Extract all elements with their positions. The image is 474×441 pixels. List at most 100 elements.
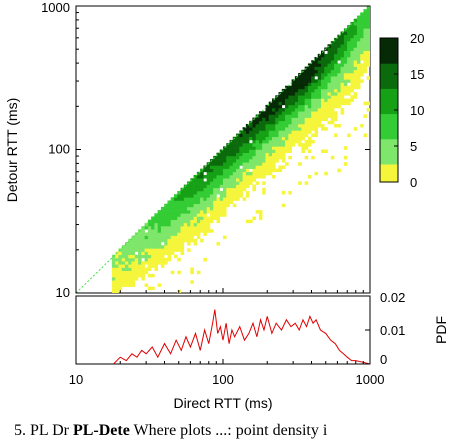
heatmap-cell	[304, 95, 309, 99]
heatmap-cell	[160, 238, 165, 243]
heatmap-cell	[229, 187, 234, 192]
heatmap-cell	[301, 133, 305, 138]
heatmap-cell	[321, 104, 325, 109]
heatmap-cell	[236, 190, 240, 195]
heatmap-cell	[219, 159, 224, 163]
heatmap-cell	[268, 162, 273, 166]
heatmap-cell	[193, 216, 198, 220]
heatmap-cell	[232, 152, 237, 157]
heatmap-cell	[223, 165, 227, 169]
heatmap-cell	[311, 76, 315, 80]
heatmap-cell	[262, 143, 266, 147]
heatmap-cell	[160, 257, 165, 262]
heatmap-cell	[314, 133, 319, 138]
heatmap-cell	[242, 168, 247, 173]
heatmap-cell	[138, 251, 142, 256]
heatmap-cell	[164, 232, 168, 236]
heatmap-cell	[314, 108, 319, 112]
heatmap-cell	[144, 251, 149, 256]
heatmap-cell	[262, 152, 266, 157]
heatmap-cell	[334, 114, 338, 118]
heatmap-cell	[216, 178, 221, 182]
heatmap-cell	[209, 200, 214, 205]
heatmap-cell	[314, 57, 319, 61]
heatmap-cell	[314, 101, 319, 106]
heatmap-cell	[131, 248, 136, 252]
heatmap-cell	[356, 15, 361, 20]
heatmap-cell	[157, 257, 162, 262]
heatmap-cell	[301, 130, 305, 134]
heatmap-cell	[206, 219, 211, 224]
heatmap-cell	[134, 254, 139, 259]
heatmap-cell	[177, 219, 181, 224]
heatmap-cell	[138, 232, 142, 236]
heatmap-cell	[294, 120, 299, 125]
heatmap-cell	[317, 60, 322, 64]
heatmap-cell	[187, 238, 191, 243]
heatmap-cell	[288, 136, 292, 141]
heatmap-cell	[366, 108, 370, 112]
heatmap-cell	[226, 165, 230, 169]
heatmap-cell	[330, 88, 335, 93]
heatmap-cell	[314, 95, 319, 99]
heatmap-cell	[321, 127, 325, 131]
heatmap-cell	[193, 226, 198, 230]
heatmap-cell	[249, 146, 253, 150]
heatmap-cell	[301, 149, 305, 153]
heatmap-cell	[255, 210, 260, 214]
heatmap-cell	[219, 190, 224, 195]
heatmap-cell	[174, 248, 178, 252]
heatmap-cell	[242, 139, 247, 144]
heatmap-cell	[324, 127, 328, 131]
heatmap-cell	[180, 203, 185, 208]
heatmap-cell	[232, 175, 237, 179]
heatmap-cell	[317, 101, 322, 106]
heatmap-cell	[160, 229, 165, 233]
heatmap-cell	[177, 241, 181, 246]
heatmap-cell	[128, 267, 132, 271]
heatmap-cell	[183, 229, 188, 233]
heatmap-cell	[245, 139, 250, 144]
heatmap-cell	[291, 95, 296, 99]
heatmap-cell	[288, 190, 292, 195]
heatmap-cell	[275, 117, 279, 122]
heatmap-cell	[334, 88, 338, 93]
heatmap-cell	[164, 245, 168, 249]
heatmap-cell	[170, 226, 175, 230]
heatmap-cell	[298, 88, 302, 93]
heatmap-cell	[317, 82, 322, 87]
heatmap-cell	[219, 152, 224, 157]
heatmap-cell	[291, 127, 296, 131]
heatmap-cell	[291, 82, 296, 87]
heatmap-cell	[314, 98, 319, 102]
heatmap-cell	[190, 229, 194, 233]
heatmap-cell	[317, 72, 322, 77]
colorbar-block	[380, 138, 398, 143]
heatmap-cell	[311, 104, 315, 109]
heatmap-cell	[111, 283, 116, 287]
heatmap-cell	[141, 277, 145, 281]
heatmap-cell	[213, 171, 217, 176]
heatmap-cell	[337, 57, 341, 61]
heatmap-cell	[311, 120, 315, 125]
heatmap-cell	[252, 149, 256, 153]
heatmap-cell	[144, 245, 149, 249]
heatmap-cell	[294, 104, 299, 109]
heatmap-cell	[200, 222, 204, 227]
heatmap-cell	[363, 69, 368, 74]
heatmap-cell	[268, 149, 273, 153]
heatmap-cell	[255, 181, 260, 185]
heatmap-cell	[317, 95, 322, 99]
heatmap-cell	[232, 197, 237, 201]
heatmap-cell	[134, 248, 139, 252]
heatmap-cell	[203, 184, 207, 189]
heatmap-cell	[258, 120, 263, 125]
heatmap-cell	[154, 261, 158, 265]
heatmap-cell	[249, 133, 253, 138]
heatmap-cell	[307, 123, 312, 128]
heatmap-cell	[278, 98, 283, 102]
heatmap-cell	[203, 197, 207, 201]
heatmap-cell	[128, 248, 132, 252]
heatmap-cell	[363, 34, 368, 39]
